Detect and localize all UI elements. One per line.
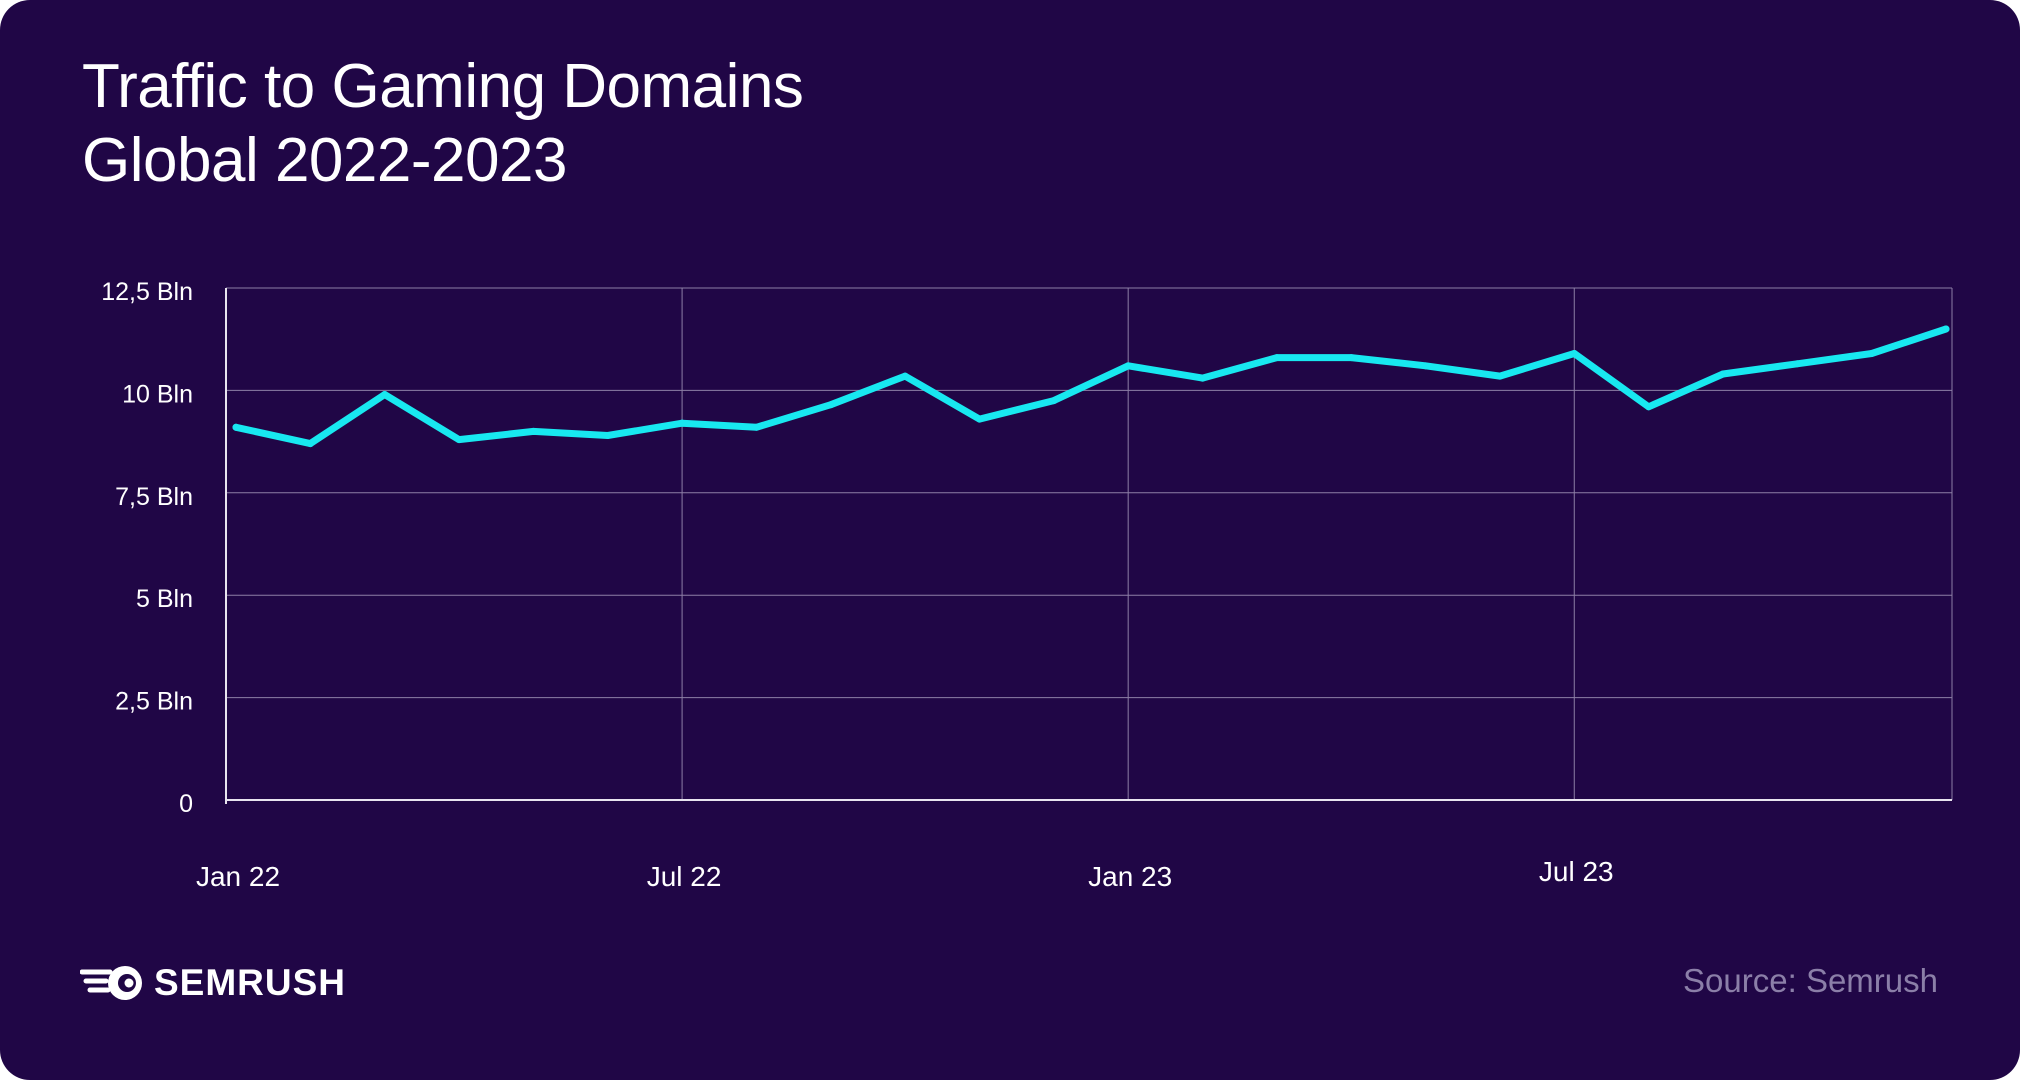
y-tick-label: 0 (179, 790, 193, 818)
logo-wordmark: SEMRUSH (154, 962, 347, 1003)
data-point (1868, 350, 1876, 358)
data-point (901, 372, 909, 380)
x-tick-label: Jul 23 (1539, 856, 1614, 887)
data-point (1719, 370, 1727, 378)
x-tick-label: Jul 22 (647, 861, 722, 892)
data-point (1050, 397, 1058, 405)
data-point (1273, 354, 1281, 362)
data-point (1645, 403, 1653, 411)
semrush-fireball-icon (80, 966, 142, 1000)
data-point (1570, 350, 1578, 358)
data-point (975, 415, 983, 423)
data-point (827, 401, 835, 409)
data-point (306, 440, 314, 448)
title-line-1: Traffic to Gaming Domains (82, 52, 804, 121)
source-note: Source: Semrush (1683, 962, 1938, 999)
y-tick-label: 2,5 Bln (115, 688, 193, 716)
title-line-2: Global 2022-2023 (82, 126, 567, 195)
data-point (1793, 360, 1801, 368)
data-point (381, 390, 389, 398)
data-point (1422, 362, 1430, 370)
data-point (752, 423, 760, 431)
data-point (604, 431, 612, 439)
data-point (678, 419, 686, 427)
data-point (1199, 374, 1207, 382)
data-point (1496, 372, 1504, 380)
y-tick-label: 7,5 Bln (115, 483, 193, 511)
semrush-logo: SEMRUSH (80, 962, 346, 1004)
y-tick-label: 5 Bln (136, 585, 193, 613)
data-point (455, 436, 463, 444)
data-point (1942, 325, 1950, 333)
chart-title: Traffic to Gaming Domains Global 2022-20… (82, 50, 804, 198)
data-point (232, 423, 240, 431)
x-tick-label: Jan 22 (196, 861, 280, 892)
y-tick-label: 12,5 Bln (101, 278, 193, 306)
data-point (1347, 354, 1355, 362)
series-line (232, 325, 1950, 448)
data-point (1124, 362, 1132, 370)
data-point (529, 427, 537, 435)
y-tick-label: 10 Bln (122, 380, 193, 408)
x-tick-label: Jan 23 (1088, 861, 1172, 892)
